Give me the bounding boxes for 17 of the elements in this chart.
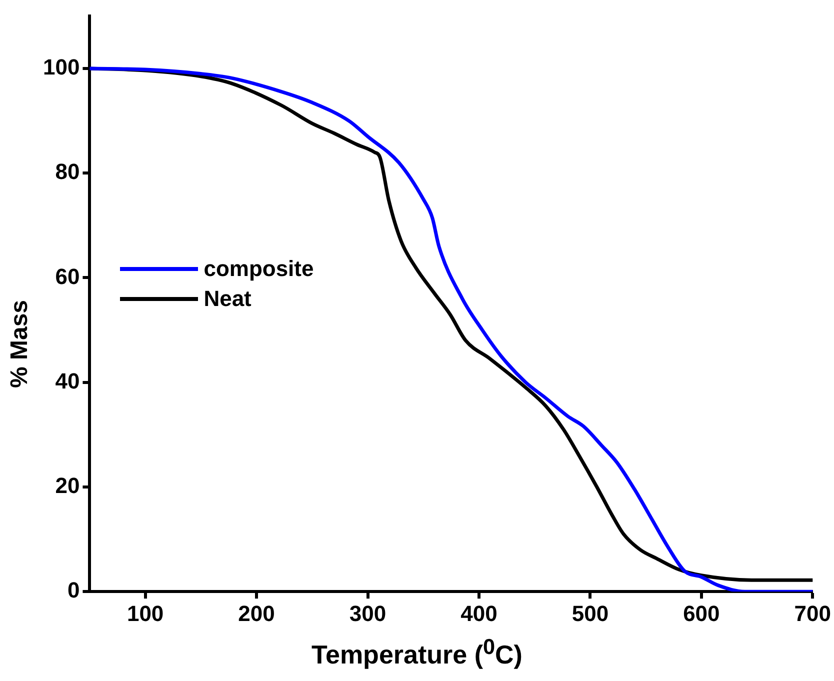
x-tick-label: 500 [572, 600, 609, 626]
y-tick-label: 80 [55, 159, 80, 184]
legend-label: composite [204, 256, 314, 282]
x-tick-label: 700 [794, 600, 832, 626]
y-tick-label: 60 [55, 264, 80, 289]
x-tick-label: 600 [683, 600, 720, 626]
legend-label: Neat [204, 286, 252, 312]
y-tick-label: 40 [55, 368, 80, 394]
x-tick-label: 400 [460, 600, 498, 626]
x-tick-label: 200 [238, 600, 275, 626]
y-tick-label: 100 [42, 54, 80, 80]
x-axis-title: Temperature ($^{0}$C) [310, 634, 524, 671]
x-tick-label: 300 [349, 600, 386, 626]
y-tick-label: 0 [67, 578, 80, 603]
y-tick-label: 20 [55, 473, 80, 498]
x-tick-label: 100 [126, 600, 164, 626]
y-axis-title: % Mass [6, 298, 34, 390]
